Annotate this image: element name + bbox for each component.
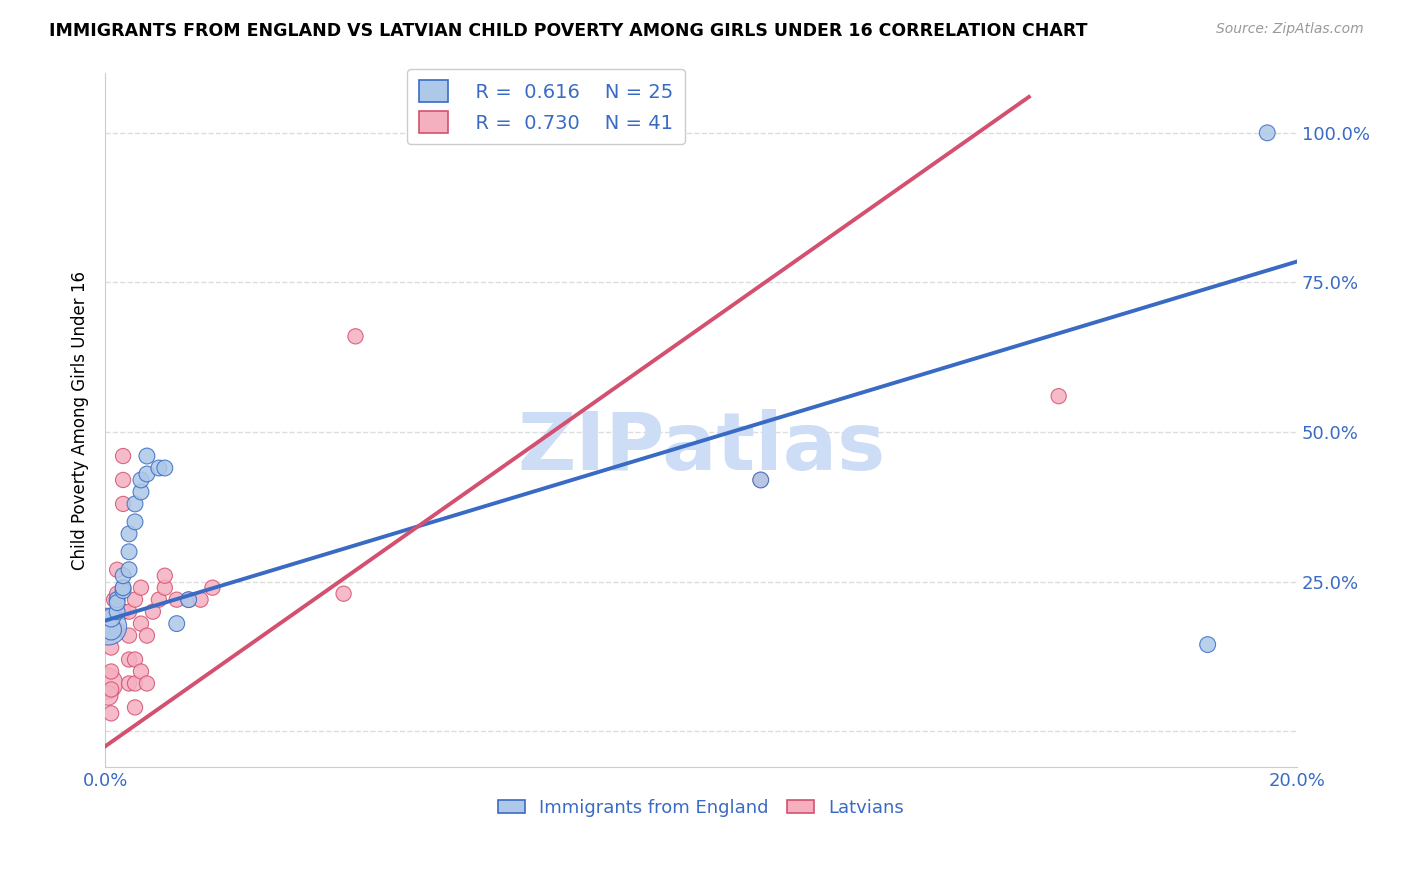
Point — [112, 581, 135, 595]
Point — [112, 473, 135, 487]
Point — [96, 676, 118, 690]
Point — [344, 329, 367, 343]
Point — [153, 568, 176, 582]
Point — [135, 449, 157, 463]
Point — [105, 596, 128, 610]
Point — [749, 473, 772, 487]
Point — [100, 682, 122, 697]
Point — [177, 592, 200, 607]
Point — [112, 568, 135, 582]
Point — [124, 515, 146, 529]
Point — [97, 619, 120, 633]
Point — [118, 605, 141, 619]
Point — [659, 126, 682, 140]
Point — [105, 605, 128, 619]
Point — [112, 605, 135, 619]
Point — [129, 473, 152, 487]
Point — [190, 592, 212, 607]
Point — [112, 497, 135, 511]
Point — [135, 467, 157, 481]
Point — [1256, 126, 1278, 140]
Point — [112, 583, 135, 598]
Point — [153, 461, 176, 475]
Point — [142, 605, 165, 619]
Point — [129, 665, 152, 679]
Point — [100, 706, 122, 721]
Point — [201, 581, 224, 595]
Point — [749, 473, 772, 487]
Point — [105, 592, 128, 607]
Text: Source: ZipAtlas.com: Source: ZipAtlas.com — [1216, 22, 1364, 37]
Point — [112, 449, 135, 463]
Point — [1047, 389, 1070, 403]
Point — [124, 592, 146, 607]
Point — [124, 497, 146, 511]
Point — [105, 587, 128, 601]
Point — [118, 676, 141, 690]
Legend: Immigrants from England, Latvians: Immigrants from England, Latvians — [491, 792, 911, 824]
Point — [177, 592, 200, 607]
Point — [124, 676, 146, 690]
Point — [129, 616, 152, 631]
Point — [148, 461, 170, 475]
Point — [112, 581, 135, 595]
Point — [1197, 638, 1219, 652]
Point — [124, 652, 146, 666]
Point — [332, 587, 354, 601]
Point — [129, 581, 152, 595]
Point — [166, 616, 188, 631]
Point — [97, 689, 120, 703]
Point — [105, 623, 128, 637]
Point — [105, 563, 128, 577]
Point — [100, 610, 122, 624]
Point — [124, 700, 146, 714]
Point — [153, 581, 176, 595]
Point — [100, 640, 122, 655]
Point — [166, 592, 188, 607]
Point — [103, 592, 125, 607]
Y-axis label: Child Poverty Among Girls Under 16: Child Poverty Among Girls Under 16 — [72, 270, 89, 570]
Point — [129, 485, 152, 500]
Point — [118, 629, 141, 643]
Point — [100, 623, 122, 637]
Point — [118, 526, 141, 541]
Point — [100, 665, 122, 679]
Point — [135, 676, 157, 690]
Point — [118, 545, 141, 559]
Text: IMMIGRANTS FROM ENGLAND VS LATVIAN CHILD POVERTY AMONG GIRLS UNDER 16 CORRELATIO: IMMIGRANTS FROM ENGLAND VS LATVIAN CHILD… — [49, 22, 1088, 40]
Text: ZIPatlas: ZIPatlas — [517, 409, 886, 487]
Point — [118, 563, 141, 577]
Point — [118, 652, 141, 666]
Point — [135, 629, 157, 643]
Point — [148, 592, 170, 607]
